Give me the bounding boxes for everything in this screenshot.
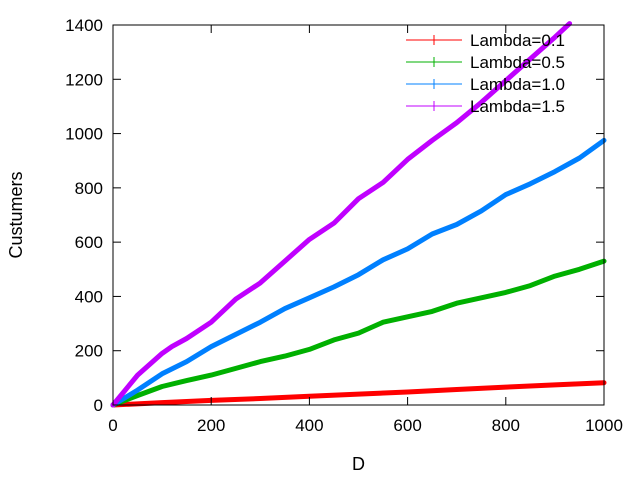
legend-label: Lambda=1.5	[470, 97, 565, 116]
series-line-1	[110, 380, 607, 408]
legend-entry-2: Lambda=0.5	[406, 53, 565, 72]
legend-label: Lambda=0.5	[470, 53, 565, 72]
x-tick-label: 600	[393, 416, 421, 435]
legend-entry-3: Lambda=1.0	[406, 75, 565, 94]
y-axis-title: Custumers	[6, 171, 26, 258]
y-tick-label: 1400	[65, 16, 103, 35]
ticks-layer: 0 200 400 600 800 1000 0 200 400 600 800 1000 1200 14…	[65, 16, 623, 435]
y-tick-label: 800	[75, 179, 103, 198]
y-tick-label: 200	[75, 342, 103, 361]
x-tick-label: 0	[108, 416, 117, 435]
legend-label: Lambda=0.1	[470, 31, 565, 50]
series-line-3	[110, 137, 607, 408]
legend-label: Lambda=1.0	[470, 75, 565, 94]
x-axis-title: D	[352, 454, 365, 474]
y-tick-label: 400	[75, 287, 103, 306]
legend-entry-1: Lambda=0.1	[406, 31, 565, 50]
series-layer	[110, 21, 607, 408]
y-tick-label: 600	[75, 233, 103, 252]
x-tick-label: 200	[197, 416, 225, 435]
x-tick-label: 800	[492, 416, 520, 435]
y-tick-label: 0	[94, 396, 103, 415]
series-line-2	[110, 258, 607, 408]
legend: Lambda=0.1 Lambda=0.5 Lambda=1.0 Lambda=1.5	[406, 31, 565, 116]
x-tick-label: 400	[295, 416, 323, 435]
x-tick-label: 1000	[585, 416, 623, 435]
y-tick-label: 1200	[65, 70, 103, 89]
series-line-4	[110, 21, 573, 408]
legend-entry-4: Lambda=1.5	[406, 97, 565, 116]
plot-frame	[112, 24, 605, 406]
y-tick-label: 1000	[65, 125, 103, 144]
